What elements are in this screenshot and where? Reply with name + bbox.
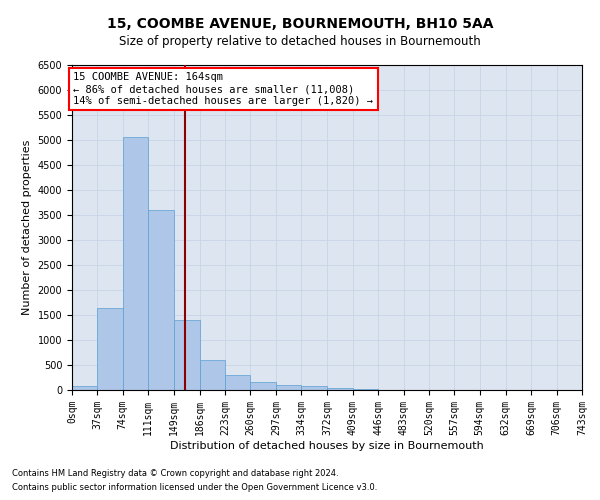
- Bar: [328, 388, 353, 390]
- Bar: [276, 384, 301, 390]
- Bar: [174, 320, 200, 390]
- Text: Contains public sector information licensed under the Open Government Licence v3: Contains public sector information licen…: [12, 484, 377, 492]
- Text: Size of property relative to detached houses in Bournemouth: Size of property relative to detached ho…: [119, 35, 481, 48]
- Text: 15, COOMBE AVENUE, BOURNEMOUTH, BH10 5AA: 15, COOMBE AVENUE, BOURNEMOUTH, BH10 5AA: [107, 18, 493, 32]
- Bar: [301, 386, 326, 390]
- X-axis label: Distribution of detached houses by size in Bournemouth: Distribution of detached houses by size …: [170, 440, 484, 450]
- Y-axis label: Number of detached properties: Number of detached properties: [22, 140, 32, 315]
- Bar: [72, 386, 97, 390]
- Bar: [200, 360, 225, 390]
- Bar: [97, 308, 123, 390]
- Bar: [225, 375, 250, 390]
- Text: Contains HM Land Registry data © Crown copyright and database right 2024.: Contains HM Land Registry data © Crown c…: [12, 468, 338, 477]
- Text: 15 COOMBE AVENUE: 164sqm
← 86% of detached houses are smaller (11,008)
14% of se: 15 COOMBE AVENUE: 164sqm ← 86% of detach…: [73, 72, 373, 106]
- Bar: [353, 389, 378, 390]
- Bar: [148, 210, 173, 390]
- Bar: [250, 382, 276, 390]
- Bar: [123, 136, 148, 390]
